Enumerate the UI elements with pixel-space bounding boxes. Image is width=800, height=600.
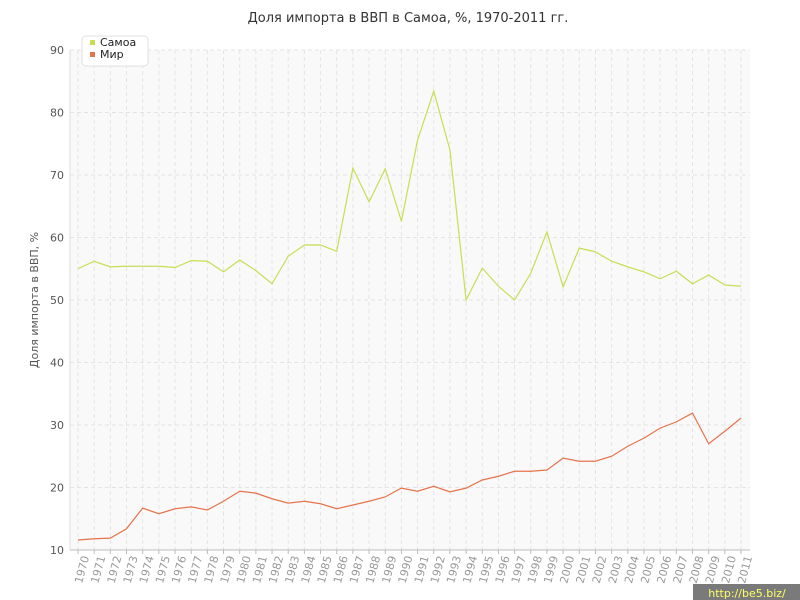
y-tick-label: 40 <box>50 357 64 370</box>
legend-swatch <box>90 52 95 57</box>
watermark: http://be5.biz/ <box>708 587 786 600</box>
y-tick-label: 20 <box>50 482 64 495</box>
legend-label: Мир <box>100 48 124 61</box>
line-series <box>77 89 742 303</box>
y-axis-label: Доля импорта в ВВП, % <box>28 232 41 368</box>
y-tick-label: 90 <box>50 44 64 57</box>
legend-swatch <box>90 40 95 45</box>
legend-label: Самоа <box>100 36 136 49</box>
y-tick-label: 70 <box>50 169 64 182</box>
y-tick-label: 10 <box>50 544 64 557</box>
y-tick-label: 60 <box>50 232 64 245</box>
line-series <box>77 412 742 541</box>
watermark-bg <box>693 584 800 600</box>
legend-box <box>81 35 149 67</box>
y-tick-label: 30 <box>50 419 64 432</box>
chart-title: Доля импорта в ВВП в Самоа, %, 1970-2011… <box>248 11 569 26</box>
y-tick-label: 80 <box>50 107 64 120</box>
y-tick-label: 50 <box>50 294 64 307</box>
